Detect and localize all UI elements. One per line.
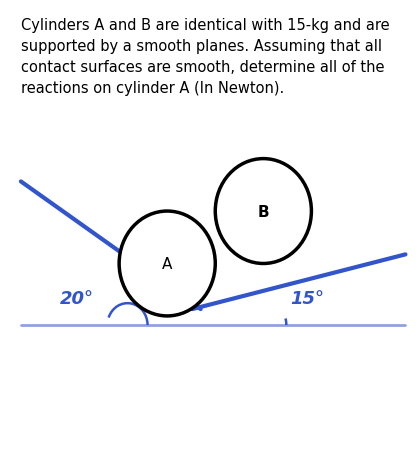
Circle shape	[215, 159, 311, 264]
Text: 20°: 20°	[60, 289, 94, 307]
Text: 15°: 15°	[290, 289, 324, 307]
Text: A: A	[162, 257, 172, 271]
Text: Cylinders A and B are identical with 15-kg and are
supported by a smooth planes.: Cylinders A and B are identical with 15-…	[21, 18, 390, 96]
Circle shape	[119, 212, 215, 316]
Text: B: B	[257, 204, 269, 219]
